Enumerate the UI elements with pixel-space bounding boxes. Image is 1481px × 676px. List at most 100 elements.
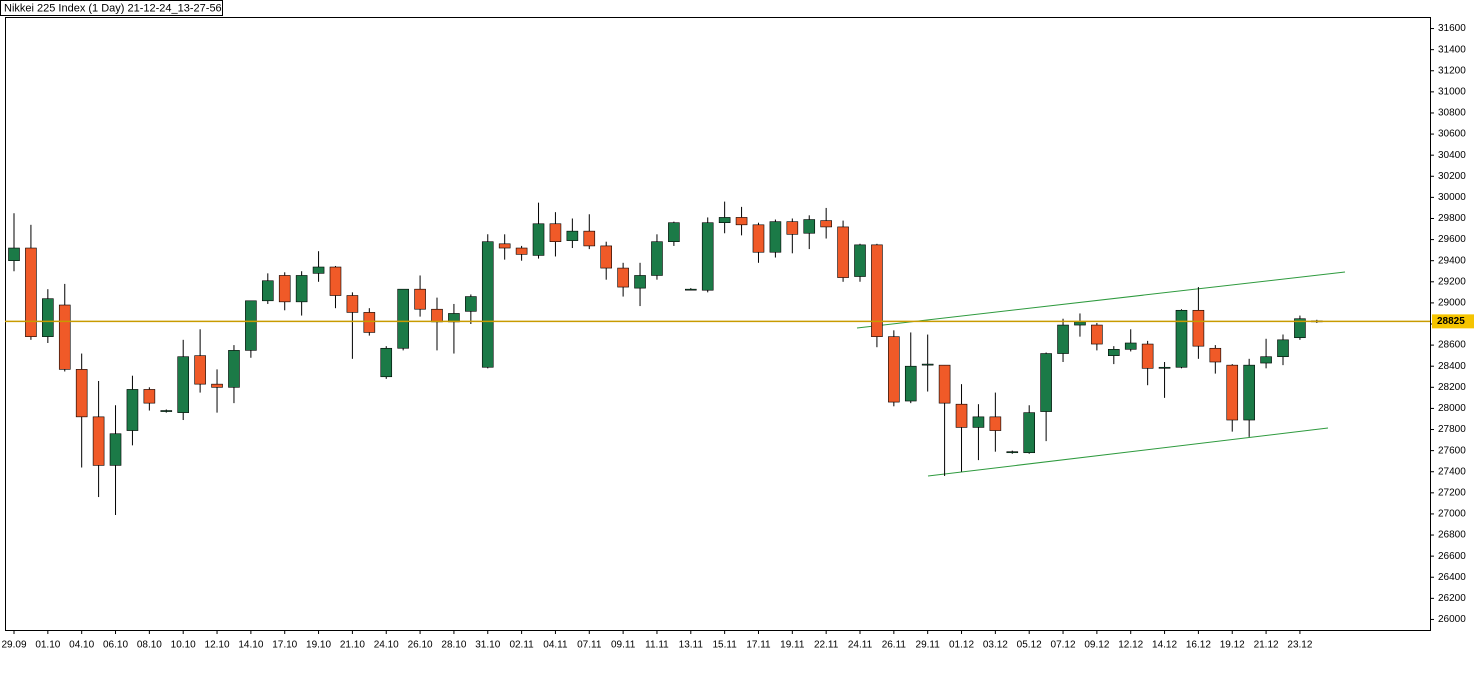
candle-body bbox=[312, 266, 325, 274]
x-tick-label: 07.12 bbox=[1051, 640, 1076, 651]
x-tick-label: 07.11 bbox=[577, 640, 602, 651]
y-tick-label: 26800 bbox=[1438, 530, 1466, 541]
y-tick-label: 26200 bbox=[1438, 593, 1466, 604]
candle-body bbox=[1294, 318, 1306, 339]
candle-body bbox=[921, 363, 934, 366]
x-tick-label: 16.12 bbox=[1186, 640, 1211, 651]
x-tick-label: 15.11 bbox=[712, 640, 737, 651]
candle-body bbox=[1175, 309, 1188, 368]
y-tick-label: 29600 bbox=[1438, 234, 1466, 245]
candle-body bbox=[380, 347, 393, 378]
x-tick-label: 12.12 bbox=[1118, 640, 1143, 651]
candle-body bbox=[42, 298, 54, 337]
candle-body bbox=[228, 350, 240, 388]
candle-body bbox=[498, 243, 511, 249]
candle-body bbox=[752, 224, 765, 253]
x-tick-label: 21.12 bbox=[1254, 640, 1279, 651]
candle-body bbox=[143, 389, 156, 404]
x-tick-label: 01.12 bbox=[949, 640, 974, 651]
x-tick-label: 09.12 bbox=[1084, 640, 1109, 651]
candle-body bbox=[261, 280, 274, 302]
candle-body bbox=[1074, 321, 1086, 326]
y-tick-label: 31000 bbox=[1438, 87, 1466, 98]
y-tick-label: 28000 bbox=[1438, 403, 1466, 414]
candle-body bbox=[769, 221, 782, 253]
candle-body bbox=[871, 244, 883, 337]
y-tick-label: 31400 bbox=[1438, 44, 1466, 55]
candle-body bbox=[1057, 324, 1069, 354]
candle-body bbox=[25, 247, 37, 337]
candle-body bbox=[295, 275, 308, 303]
candle-body bbox=[684, 288, 697, 291]
candle-body bbox=[989, 416, 1002, 431]
x-tick-label: 19.10 bbox=[306, 640, 331, 651]
y-tick-label: 30800 bbox=[1438, 108, 1466, 119]
candle-body bbox=[888, 336, 900, 403]
x-tick-label: 05.12 bbox=[1017, 640, 1042, 651]
y-tick-label: 27400 bbox=[1438, 466, 1466, 477]
x-tick-label: 29.11 bbox=[916, 640, 941, 651]
candle-body bbox=[515, 247, 528, 255]
candle-body bbox=[820, 220, 832, 228]
y-tick-label: 31200 bbox=[1438, 65, 1466, 76]
y-tick-label: 29000 bbox=[1438, 298, 1466, 309]
candle-body bbox=[160, 410, 173, 412]
candle-body bbox=[1141, 343, 1154, 369]
candle-body bbox=[1023, 412, 1036, 454]
candle-body bbox=[972, 416, 985, 428]
candle-body bbox=[600, 245, 613, 269]
candle-body bbox=[532, 223, 545, 256]
candle-body bbox=[481, 241, 494, 368]
candle-body bbox=[177, 356, 189, 413]
last-price-label: 28825 bbox=[1437, 316, 1465, 327]
x-tick-label: 29.09 bbox=[1, 640, 26, 651]
candle-body bbox=[1260, 356, 1272, 364]
y-tick-label: 27600 bbox=[1438, 445, 1466, 456]
x-tick-label: 10.10 bbox=[171, 640, 196, 651]
x-tick-label: 21.10 bbox=[340, 640, 365, 651]
x-tick-label: 09.11 bbox=[611, 640, 636, 651]
candle-body bbox=[651, 241, 663, 276]
candle-body bbox=[854, 244, 866, 277]
candle-body bbox=[617, 267, 629, 288]
y-tick-label: 28600 bbox=[1438, 340, 1466, 351]
candle-body bbox=[1124, 342, 1137, 350]
candle-body bbox=[1108, 349, 1120, 356]
candle-body bbox=[786, 221, 799, 235]
last-price-box bbox=[1432, 314, 1474, 329]
x-tick-label: 08.10 bbox=[137, 640, 162, 651]
candle-body bbox=[938, 364, 951, 404]
x-tick-label: 24.10 bbox=[374, 640, 399, 651]
candle-body bbox=[549, 223, 562, 242]
x-tick-label: 11.11 bbox=[645, 640, 669, 651]
x-tick-label: 17.10 bbox=[272, 640, 297, 651]
trend-line bbox=[856, 271, 1346, 329]
candle-body bbox=[718, 217, 731, 224]
x-tick-label: 04.11 bbox=[543, 640, 568, 651]
candle-body bbox=[58, 304, 71, 370]
candle-body bbox=[837, 226, 849, 278]
candle-body bbox=[211, 383, 223, 388]
candle-body bbox=[92, 416, 105, 466]
x-tick-label: 26.10 bbox=[408, 640, 433, 651]
title-box bbox=[0, 0, 223, 16]
candle-body bbox=[8, 247, 20, 261]
candle-body bbox=[1006, 451, 1019, 454]
y-tick-label: 28400 bbox=[1438, 361, 1466, 372]
y-tick-label: 26600 bbox=[1438, 551, 1466, 562]
x-tick-label: 28.10 bbox=[441, 640, 466, 651]
candle-body bbox=[329, 266, 342, 296]
candle-body bbox=[1277, 339, 1289, 358]
candle-body bbox=[75, 369, 88, 418]
x-tick-label: 14.10 bbox=[238, 640, 263, 651]
candle-body bbox=[1091, 324, 1103, 345]
candle-body bbox=[346, 295, 359, 313]
y-tick-label: 28200 bbox=[1438, 382, 1466, 393]
trend-line bbox=[927, 427, 1329, 477]
x-tick-label: 01.10 bbox=[35, 640, 60, 651]
y-tick-label: 26000 bbox=[1438, 614, 1466, 625]
x-tick-label: 13.11 bbox=[679, 640, 704, 651]
y-tick-label: 30400 bbox=[1438, 150, 1466, 161]
candle-body bbox=[566, 230, 579, 241]
candle-body bbox=[126, 389, 139, 431]
